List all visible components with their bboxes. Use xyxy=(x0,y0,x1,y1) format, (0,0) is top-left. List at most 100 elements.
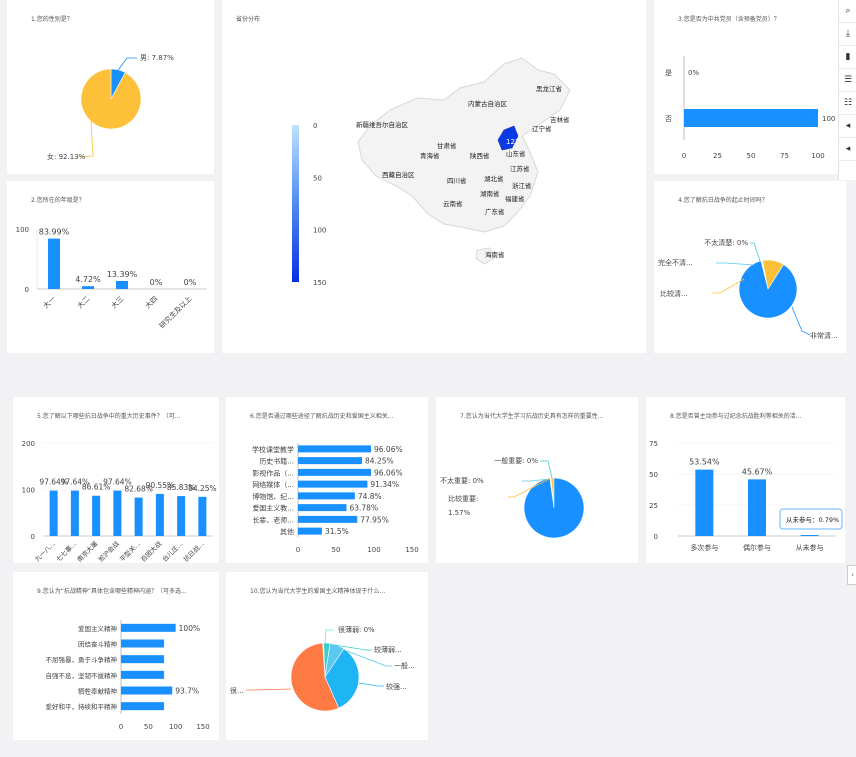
chart-title: 4.您了解抗日战争的起止时间吗？ xyxy=(678,197,768,204)
region-label: 四川省 xyxy=(447,176,467,185)
x-tick-label: 50 xyxy=(747,152,756,160)
chart-title: 8.您是否曾主动参与过纪念抗战胜利等相关的活... xyxy=(670,413,802,420)
card-q2: 2.您所在的年级是？ 100 0 83.99% 大一 4.72% 大二 13.39% 大三 0%… xyxy=(7,181,214,353)
x-tick-label: 50 xyxy=(144,723,153,731)
x-tick-label: 台儿庄... xyxy=(160,539,185,563)
x-tick-label: 0 xyxy=(682,152,686,160)
x-tick-label: 偶尔参与 xyxy=(743,543,771,552)
y-tick-label: 博物馆、纪... xyxy=(252,492,294,501)
leader-line xyxy=(358,682,384,687)
leader-line xyxy=(522,478,551,482)
bar xyxy=(70,490,79,536)
data-label: 96.06% xyxy=(374,445,403,454)
data-label: 53.54% xyxy=(689,458,720,467)
x-tick-label: 研究生及以上 xyxy=(157,294,193,330)
x-tick-label: 百团大战 xyxy=(139,539,164,563)
bar xyxy=(298,515,358,523)
q7-chart: 一般重要: 0% 不太重要: 0% 比较重要: 1.57% xyxy=(440,456,585,539)
slice-label: 男: 7.87% xyxy=(140,54,174,62)
bar xyxy=(298,445,372,453)
q8-chart: 75 50 25 0 53.54% 多次参与 45.67% 偶尔参与 从未参与 从未参与：0.79… xyxy=(649,440,843,552)
data-label: 0% xyxy=(150,278,163,287)
bar xyxy=(298,492,355,500)
leader-line xyxy=(791,306,811,336)
y-tick-label: 0 xyxy=(25,286,29,294)
x-tick-label: 大一 xyxy=(41,294,57,310)
chart-title: 省份分布 xyxy=(236,16,261,23)
data-label: 82.68% xyxy=(124,485,153,494)
chart-title: 6.您是否通过哪些途径了解抗战历史和爱国主义相关... xyxy=(250,413,394,420)
leader-line xyxy=(246,688,292,691)
search-icon[interactable]: ⌕ xyxy=(839,0,856,23)
chart-title: 10.您认为当代大学生的爱国主义精神体现于什么... xyxy=(250,588,386,595)
menu-icon[interactable]: ▮ xyxy=(839,46,856,69)
x-tick-label: 100 xyxy=(811,152,824,160)
card-q5: 5.您了解以下哪些抗日战争中的重大历史事件？（可... 200 100 0 97.64… xyxy=(13,397,219,563)
list-icon[interactable]: ☰ xyxy=(839,69,856,92)
q1-chart: 男: 7.87% 女: 92.13% xyxy=(47,54,174,161)
grid-icon[interactable]: ☷ xyxy=(839,92,856,115)
card-q8: 8.您是否曾主动参与过纪念抗战胜利等相关的活... 75 50 25 0 53.54% 多… xyxy=(646,397,845,563)
region-label: 湖南省 xyxy=(480,189,500,198)
region-label: 吉林省 xyxy=(550,115,570,124)
bar xyxy=(121,655,165,664)
bar xyxy=(121,670,165,679)
chart-title: 9.您认为“抗战精神”具体包含哪些精神内涵？（可多选... xyxy=(37,588,187,595)
bar xyxy=(121,623,176,632)
highlighted-region xyxy=(497,125,519,151)
slice-label: 不太重要: 0% xyxy=(440,476,484,485)
slice-label: 比较重要: xyxy=(448,494,478,503)
slice-label: 1.57% xyxy=(448,509,471,517)
scroll-right-button[interactable]: ‹ xyxy=(847,565,856,585)
data-label: 97.64% xyxy=(39,478,68,487)
left-arrow-icon[interactable]: ◂ xyxy=(839,115,856,138)
bar xyxy=(684,109,818,127)
y-tick-label: 否 xyxy=(665,115,672,123)
legend-tick: 100 xyxy=(313,227,326,235)
data-label: 13.39% xyxy=(107,270,138,279)
card-q3: 3.您是否为中共党员（含预备党员）？ 是 0% 否 100 0 25 50 75 100 xyxy=(654,0,838,174)
bar xyxy=(48,238,60,289)
country-outline xyxy=(357,57,571,233)
download-icon[interactable]: ⤓ xyxy=(839,23,856,46)
region-label: 青海省 xyxy=(420,151,440,160)
y-tick-label: 200 xyxy=(22,440,35,448)
bar xyxy=(198,496,207,536)
chart-title: 1.您的性别是？ xyxy=(31,16,73,23)
x-tick-label: 抗日战... xyxy=(181,539,206,563)
x-tick-label: 25 xyxy=(713,152,722,160)
region-label: 山东省 xyxy=(506,149,526,158)
x-tick-label: 大三 xyxy=(109,294,125,310)
x-tick-label: 大二 xyxy=(75,294,91,310)
region-label: 海南省 xyxy=(485,250,505,259)
legend-gradient xyxy=(292,125,299,282)
x-tick-label: 平型关... xyxy=(118,539,143,563)
leader-line xyxy=(118,57,137,71)
bar xyxy=(748,479,766,536)
chart-title: 3.您是否为中共党员（含预备党员）？ xyxy=(678,16,780,23)
y-tick-label: 100 xyxy=(22,487,35,495)
card-q6: 6.您是否通过哪些途径了解抗战历史和爱国主义相关... 学校课堂教学 96.06%… xyxy=(226,397,428,563)
q6-chart: 学校课堂教学 96.06% 历史书籍... 84.25% 影视作品（... 96.06% 网… xyxy=(252,443,419,554)
data-label: 74.8% xyxy=(358,492,382,501)
y-tick-label: 学校课堂教学 xyxy=(252,445,294,454)
y-tick-label: 75 xyxy=(649,440,658,448)
bar xyxy=(82,286,94,289)
back-icon[interactable]: ◂ xyxy=(839,138,856,161)
bar xyxy=(116,280,128,289)
q5-chart: 200 100 0 97.64% 九一八... 97.64% 七七事... 86.61% 南京大… xyxy=(22,440,217,563)
region-label: 陕西省 xyxy=(470,151,490,160)
data-label: 93.7% xyxy=(175,687,199,696)
legend-tick: 50 xyxy=(313,174,322,182)
card-q1: 1.您的性别是？ 男: 7.87% 女: 92.13% xyxy=(7,0,214,174)
x-tick-label: 九一八... xyxy=(33,539,58,563)
slice-label: 一般... xyxy=(394,661,415,670)
pie-slice xyxy=(523,477,585,539)
y-tick-label: 其他 xyxy=(280,527,294,536)
region-label: 广东省 xyxy=(485,207,505,216)
slice-label: 不太清楚: 0% xyxy=(704,238,748,247)
region-label: 福建省 xyxy=(505,194,525,203)
bar xyxy=(298,480,368,488)
x-tick-label: 100 xyxy=(367,546,380,554)
